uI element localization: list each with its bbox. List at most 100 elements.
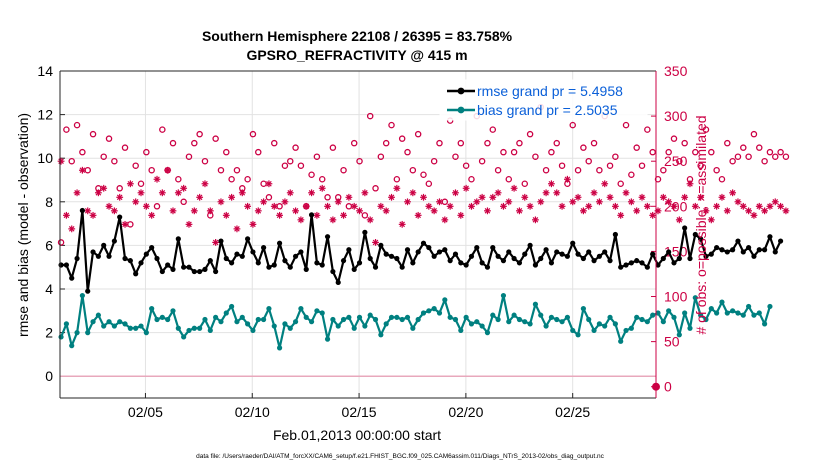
bias-point — [340, 316, 347, 323]
x-axis-label: Feb.01,2013 00:00:00 start — [273, 427, 441, 443]
obs-possible-marker — [324, 194, 331, 201]
rmse-point — [292, 253, 299, 259]
obs-assimilated-marker — [494, 189, 502, 197]
bias-point — [101, 323, 107, 329]
rmse-point — [388, 253, 395, 259]
obs-assimilated-marker — [702, 207, 710, 215]
bias-point — [239, 314, 245, 320]
obs-possible-marker — [180, 198, 187, 206]
obs-assimilated-marker — [105, 202, 113, 210]
bias-point — [181, 334, 187, 340]
obs-assimilated-marker — [430, 207, 438, 215]
obs-possible-marker — [452, 153, 459, 160]
y-tick-label: 0 — [45, 368, 53, 384]
rmse-point — [431, 253, 437, 259]
obs-assimilated-marker — [84, 207, 92, 215]
bias-point — [90, 319, 96, 325]
obs-possible-marker — [116, 185, 123, 192]
bias-point — [63, 321, 69, 327]
obs-possible-marker — [729, 157, 736, 165]
obs-assimilated-marker — [409, 189, 417, 197]
obs-possible-marker — [308, 171, 315, 178]
rmse-point — [527, 242, 533, 248]
rmse-series-line — [61, 209, 782, 293]
y-tick-label: 8 — [45, 194, 53, 210]
rmse-point — [202, 266, 208, 272]
rmse-point — [516, 260, 523, 266]
obs-assimilated-marker — [78, 166, 86, 174]
obs-assimilated-marker — [489, 193, 497, 201]
obs-assimilated-marker — [404, 198, 411, 206]
bias-point — [111, 323, 117, 329]
rmse-point — [634, 258, 640, 264]
obs-possible-marker — [143, 148, 150, 156]
obs-possible-marker — [73, 121, 81, 129]
obs-possible-marker — [654, 175, 662, 183]
bias-point — [191, 325, 197, 331]
obs-assimilated-marker — [238, 189, 246, 197]
footnote: data file: /Users/raeder/DAI/ATM_forcXX/… — [196, 453, 605, 460]
bias-point — [756, 310, 762, 316]
obs-possible-marker — [660, 166, 667, 174]
rmse-point — [340, 258, 347, 264]
obs-possible-marker — [633, 144, 640, 151]
bias-point — [394, 314, 400, 320]
obs-possible-marker — [377, 153, 385, 160]
rmse-point — [602, 249, 608, 255]
obs-possible-marker — [105, 135, 113, 142]
obs-assimilated-marker — [222, 211, 230, 219]
rmse-point — [655, 262, 661, 268]
obs-assimilated-marker — [723, 207, 731, 215]
rmse-point — [314, 260, 320, 266]
obs-possible-marker — [196, 130, 203, 138]
rmse-point — [772, 249, 778, 255]
rmse-point — [612, 231, 618, 238]
bias-point — [271, 323, 277, 329]
obs-assimilated-marker — [276, 211, 283, 219]
obs-possible-marker — [244, 175, 251, 183]
rmse-point — [282, 258, 288, 264]
bias-point — [308, 319, 315, 325]
obs-possible-marker — [398, 135, 406, 142]
obs-assimilated-marker — [548, 180, 555, 188]
obs-assimilated-marker — [126, 180, 134, 188]
bias-point — [399, 316, 405, 323]
rmse-point — [117, 214, 123, 220]
obs-assimilated-marker — [292, 207, 299, 215]
obs-assimilated-marker — [462, 184, 470, 192]
obs-possible-marker — [505, 175, 513, 183]
obs-possible-marker — [436, 139, 443, 147]
bias-point — [714, 310, 720, 316]
rmse-point — [660, 255, 666, 262]
bias-point — [618, 338, 624, 344]
bias-point — [266, 306, 272, 312]
rmse-point — [442, 247, 448, 253]
rmse-point — [95, 253, 101, 259]
rmse-point — [554, 249, 560, 255]
rmse-point — [644, 264, 650, 270]
bias-point — [602, 323, 608, 329]
rmse-point — [287, 264, 293, 270]
obs-assimilated-marker — [233, 225, 241, 233]
bias-point — [298, 306, 304, 312]
legend-box — [439, 79, 648, 121]
bias-point — [378, 332, 384, 338]
obs-assimilated-marker — [116, 193, 124, 201]
rmse-point — [308, 212, 315, 218]
rmse-point — [127, 258, 133, 264]
bias-point — [767, 303, 773, 310]
bias-point — [468, 321, 475, 327]
obs-assimilated-marker — [158, 189, 166, 197]
rmse-point — [559, 251, 565, 257]
bias-point — [484, 330, 491, 336]
rmse-point — [586, 249, 592, 255]
obs-assimilated-marker — [457, 211, 465, 219]
obs-assimilated-marker — [334, 198, 342, 206]
rmse-point — [90, 249, 96, 255]
rmse-point — [719, 247, 725, 253]
obs-assimilated-marker — [340, 211, 347, 219]
obs-possible-marker — [590, 139, 598, 147]
rmse-point — [319, 262, 325, 268]
bias-point — [564, 314, 571, 320]
obs-possible-marker — [692, 148, 699, 156]
